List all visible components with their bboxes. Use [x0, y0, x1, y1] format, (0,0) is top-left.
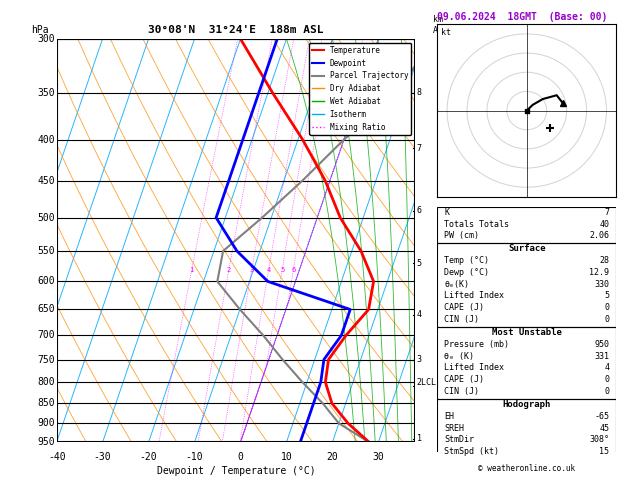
Text: PW (cm): PW (cm) — [444, 231, 479, 241]
Text: kt: kt — [441, 28, 451, 37]
Text: 12.9: 12.9 — [589, 268, 610, 277]
Text: 3: 3 — [416, 355, 421, 364]
Title: 30°08'N  31°24'E  188m ASL: 30°08'N 31°24'E 188m ASL — [148, 25, 324, 35]
Text: 0: 0 — [604, 387, 610, 396]
Text: 5: 5 — [280, 267, 284, 273]
Text: 3: 3 — [250, 267, 254, 273]
Text: Dewpoint / Temperature (°C): Dewpoint / Temperature (°C) — [157, 467, 315, 476]
Text: 650: 650 — [37, 304, 55, 314]
Text: 308°: 308° — [589, 435, 610, 444]
Text: 28: 28 — [599, 256, 610, 265]
Text: 7: 7 — [416, 144, 421, 153]
Text: Surface: Surface — [508, 244, 545, 253]
Text: 330: 330 — [594, 279, 610, 289]
Text: © weatheronline.co.uk: © weatheronline.co.uk — [478, 464, 576, 473]
Text: 850: 850 — [37, 399, 55, 408]
Text: 450: 450 — [37, 176, 55, 186]
Text: K: K — [444, 208, 449, 217]
Text: θₑ (K): θₑ (K) — [444, 351, 474, 361]
Text: EH: EH — [444, 412, 454, 421]
Text: 6: 6 — [416, 206, 421, 215]
Text: hPa: hPa — [31, 25, 49, 35]
Text: 700: 700 — [37, 330, 55, 340]
Legend: Temperature, Dewpoint, Parcel Trajectory, Dry Adiabat, Wet Adiabat, Isotherm, Mi: Temperature, Dewpoint, Parcel Trajectory… — [309, 43, 411, 135]
Text: -20: -20 — [140, 452, 157, 462]
Text: 2: 2 — [226, 267, 231, 273]
Text: Hodograph: Hodograph — [503, 400, 551, 409]
Text: 500: 500 — [37, 213, 55, 223]
Bar — [437, 399, 616, 459]
Text: Temp (°C): Temp (°C) — [444, 256, 489, 265]
Text: 950: 950 — [594, 340, 610, 349]
Text: 750: 750 — [37, 354, 55, 364]
Text: 331: 331 — [594, 351, 610, 361]
Bar — [437, 327, 616, 399]
Text: 600: 600 — [37, 277, 55, 286]
Text: Most Unstable: Most Unstable — [492, 328, 562, 337]
Text: 30: 30 — [372, 452, 384, 462]
Bar — [437, 207, 616, 243]
Text: 300: 300 — [37, 34, 55, 44]
Bar — [437, 243, 616, 327]
Text: 350: 350 — [37, 88, 55, 98]
Text: -10: -10 — [186, 452, 203, 462]
Text: 45: 45 — [599, 423, 610, 433]
Text: 0: 0 — [604, 315, 610, 324]
Text: Lifted Index: Lifted Index — [444, 364, 504, 372]
Text: 5: 5 — [416, 259, 421, 268]
Text: θₑ(K): θₑ(K) — [444, 279, 469, 289]
Text: 950: 950 — [37, 437, 55, 447]
Text: 0: 0 — [604, 303, 610, 312]
Text: Lifted Index: Lifted Index — [444, 292, 504, 300]
Text: SREH: SREH — [444, 423, 464, 433]
Text: CAPE (J): CAPE (J) — [444, 303, 484, 312]
Text: 4: 4 — [267, 267, 271, 273]
Text: StmSpd (kt): StmSpd (kt) — [444, 447, 499, 456]
Text: 1: 1 — [190, 267, 194, 273]
Text: -30: -30 — [94, 452, 111, 462]
Text: CAPE (J): CAPE (J) — [444, 375, 484, 384]
Text: 2LCL: 2LCL — [416, 378, 437, 387]
Text: CIN (J): CIN (J) — [444, 315, 479, 324]
Text: CIN (J): CIN (J) — [444, 387, 479, 396]
Text: 5: 5 — [604, 292, 610, 300]
Text: 10: 10 — [281, 452, 292, 462]
Text: -65: -65 — [594, 412, 610, 421]
Text: 800: 800 — [37, 377, 55, 387]
Text: -40: -40 — [48, 452, 65, 462]
Text: 0: 0 — [238, 452, 243, 462]
Text: StmDir: StmDir — [444, 435, 474, 444]
Text: 400: 400 — [37, 135, 55, 144]
Text: Dewp (°C): Dewp (°C) — [444, 268, 489, 277]
Text: 8: 8 — [416, 88, 421, 97]
Text: km
ASL: km ASL — [433, 16, 448, 35]
Text: 7: 7 — [604, 208, 610, 217]
Text: 20: 20 — [326, 452, 338, 462]
Text: 6: 6 — [291, 267, 296, 273]
Text: 15: 15 — [599, 447, 610, 456]
Text: 4: 4 — [416, 310, 421, 319]
Text: 09.06.2024  18GMT  (Base: 00): 09.06.2024 18GMT (Base: 00) — [437, 12, 608, 22]
Text: Totals Totals: Totals Totals — [444, 220, 509, 228]
Text: 2.06: 2.06 — [589, 231, 610, 241]
Text: 550: 550 — [37, 246, 55, 256]
Text: 40: 40 — [599, 220, 610, 228]
Text: 1: 1 — [416, 434, 421, 443]
Text: Pressure (mb): Pressure (mb) — [444, 340, 509, 349]
Text: 0: 0 — [604, 375, 610, 384]
Text: 900: 900 — [37, 418, 55, 428]
Text: 4: 4 — [604, 364, 610, 372]
